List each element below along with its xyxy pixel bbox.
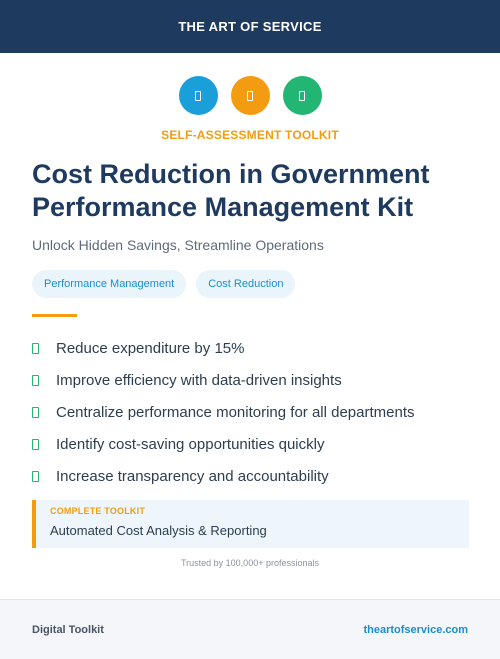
- check-icon: [32, 470, 39, 482]
- list-item: Identify cost-saving opportunities quick…: [32, 428, 415, 460]
- page-subtitle: Unlock Hidden Savings, Streamline Operat…: [32, 237, 324, 253]
- callout-text: Automated Cost Analysis & Reporting: [50, 523, 267, 538]
- website-link[interactable]: theartofservice.com: [363, 623, 468, 636]
- check-icon: [32, 438, 39, 450]
- footer-label: Digital Toolkit: [32, 623, 104, 636]
- tag-performance-management: Performance Management: [32, 270, 187, 298]
- brand-name: THE ART OF SERVICE: [178, 19, 322, 34]
- page-title: Cost Reduction in Government Performance…: [32, 159, 430, 222]
- document-icon: [178, 76, 218, 115]
- clipboard-icon: [230, 76, 270, 115]
- callout-label: COMPLETE TOOLKIT: [50, 506, 146, 516]
- icon-row: [0, 76, 500, 115]
- checklist-icon: [282, 76, 322, 115]
- tag-cost-reduction: Cost Reduction: [196, 270, 296, 298]
- toolkit-callout: COMPLETE TOOLKIT Automated Cost Analysis…: [32, 500, 469, 548]
- list-item: Increase transparency and accountability: [32, 460, 415, 492]
- benefit-text: Improve efficiency with data-driven insi…: [56, 371, 342, 389]
- check-icon: [32, 342, 39, 354]
- benefit-text: Centralize performance monitoring for al…: [56, 403, 415, 421]
- benefit-text: Increase transparency and accountability: [56, 467, 329, 485]
- kicker-label: SELF-ASSESSMENT TOOLKIT: [161, 128, 339, 142]
- benefit-list: Reduce expenditure by 15% Improve effici…: [32, 332, 415, 492]
- check-icon: [32, 374, 39, 386]
- list-item: Centralize performance monitoring for al…: [32, 396, 415, 428]
- tag-list: Performance Management Cost Reduction: [32, 270, 296, 298]
- benefit-text: Identify cost-saving opportunities quick…: [56, 435, 325, 453]
- benefit-text: Reduce expenditure by 15%: [56, 339, 245, 357]
- list-item: Improve efficiency with data-driven insi…: [32, 364, 415, 396]
- brand-header: THE ART OF SERVICE: [0, 0, 500, 53]
- trust-note: Trusted by 100,000+ professionals: [180, 558, 319, 568]
- page-footer: Digital Toolkit theartofservice.com: [0, 599, 500, 659]
- accent-divider: [32, 314, 77, 317]
- check-icon: [32, 406, 39, 418]
- list-item: Reduce expenditure by 15%: [32, 332, 415, 364]
